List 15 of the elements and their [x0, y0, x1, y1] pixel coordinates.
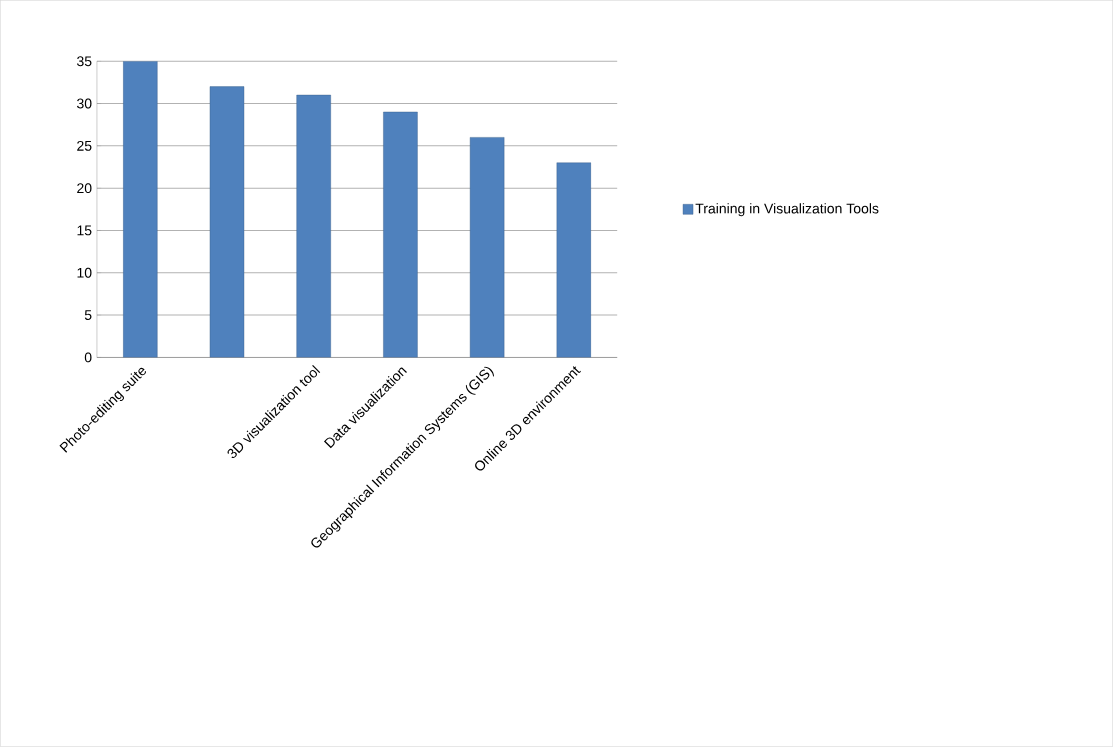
y-tick-label: 30	[77, 98, 92, 109]
y-tick-label: 0	[84, 352, 92, 363]
bar	[296, 94, 331, 358]
bar	[123, 61, 158, 358]
y-tick-label: 15	[77, 225, 92, 236]
bar	[383, 111, 418, 358]
legend-label: Training in Visualization Tools	[695, 203, 879, 217]
y-tick-label: 10	[77, 267, 92, 278]
y-tick-label: 20	[77, 183, 92, 194]
y-tick-label: 35	[77, 56, 92, 67]
y-tick-label: 5	[84, 310, 92, 321]
bar	[469, 137, 505, 358]
bar	[209, 86, 245, 358]
y-tick-label: 25	[77, 140, 92, 151]
bar	[556, 162, 592, 358]
